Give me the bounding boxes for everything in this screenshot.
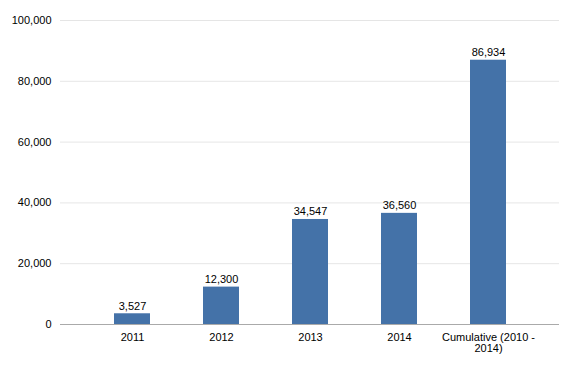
svg-text:12,300: 12,300 [205, 273, 239, 285]
svg-text:20,000: 20,000 [18, 257, 52, 269]
svg-text:Cumulative (2010 -2014): Cumulative (2010 -2014) [442, 331, 535, 354]
svg-text:86,934: 86,934 [472, 46, 506, 58]
svg-text:0: 0 [45, 318, 51, 330]
svg-text:60,000: 60,000 [18, 136, 52, 148]
svg-text:34,547: 34,547 [294, 205, 328, 217]
svg-text:2012: 2012 [209, 331, 233, 343]
svg-text:2014: 2014 [387, 331, 411, 343]
svg-text:3,527: 3,527 [119, 300, 147, 312]
svg-text:100,000: 100,000 [12, 14, 52, 26]
svg-text:40,000: 40,000 [18, 196, 52, 208]
svg-text:36,560: 36,560 [383, 199, 417, 211]
svg-text:2011: 2011 [121, 331, 145, 343]
svg-text:80,000: 80,000 [18, 75, 52, 87]
svg-text:2013: 2013 [298, 331, 322, 343]
